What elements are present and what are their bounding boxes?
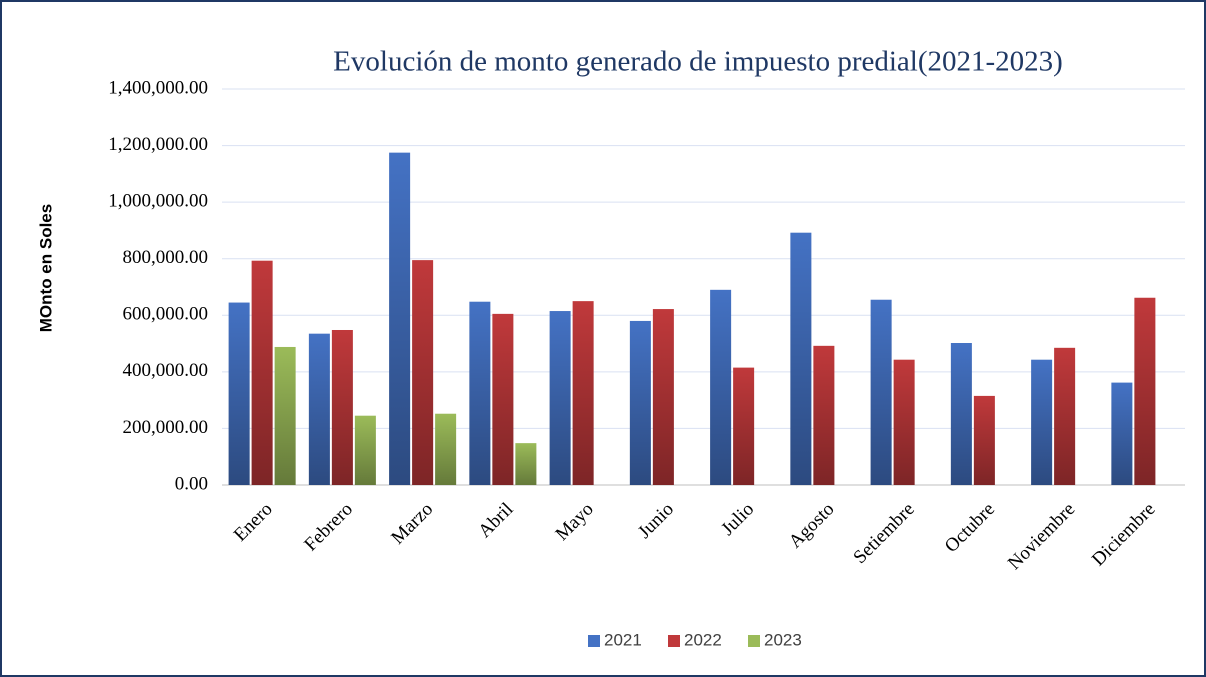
y-tick-label: 800,000.00 <box>123 247 209 268</box>
bar <box>354 415 376 485</box>
bar <box>274 346 296 485</box>
bar <box>572 301 594 485</box>
bar <box>893 359 915 485</box>
bar <box>870 299 892 485</box>
bar <box>1134 297 1156 485</box>
legend-label: 2022 <box>684 630 722 649</box>
chart-title: Evolución de monto generado de impuesto … <box>333 46 1063 78</box>
bar <box>389 152 411 485</box>
legend-label: 2021 <box>604 630 642 649</box>
bar <box>1054 347 1076 485</box>
bar <box>973 395 995 485</box>
bar <box>652 309 674 485</box>
y-tick-label: 200,000.00 <box>123 417 209 438</box>
y-tick-label: 1,000,000.00 <box>108 191 208 212</box>
bar <box>412 260 434 485</box>
y-tick-label: 1,200,000.00 <box>108 134 208 155</box>
y-tick-label: 600,000.00 <box>123 304 209 325</box>
bar <box>733 367 755 485</box>
y-axis-label: MOnto en Soles <box>36 204 55 332</box>
legend-swatch <box>588 635 600 647</box>
bar <box>515 443 537 485</box>
legend-label: 2023 <box>764 630 802 649</box>
bar <box>251 260 273 485</box>
bar <box>710 289 732 485</box>
y-tick-label: 0.00 <box>175 473 208 494</box>
bar <box>790 232 812 485</box>
y-tick-label: 400,000.00 <box>123 360 209 381</box>
bar <box>308 333 330 485</box>
bar <box>228 302 250 485</box>
legend-swatch <box>748 635 760 647</box>
bar <box>469 301 491 485</box>
bar <box>492 313 514 485</box>
bar <box>435 413 457 485</box>
bar <box>950 343 972 485</box>
bar <box>549 311 571 485</box>
bar <box>629 320 651 485</box>
bar <box>1111 382 1133 485</box>
bar <box>331 329 353 485</box>
bar <box>813 345 835 485</box>
bar <box>1031 359 1053 485</box>
legend-swatch <box>668 635 680 647</box>
y-tick-label: 1,400,000.00 <box>108 77 208 98</box>
